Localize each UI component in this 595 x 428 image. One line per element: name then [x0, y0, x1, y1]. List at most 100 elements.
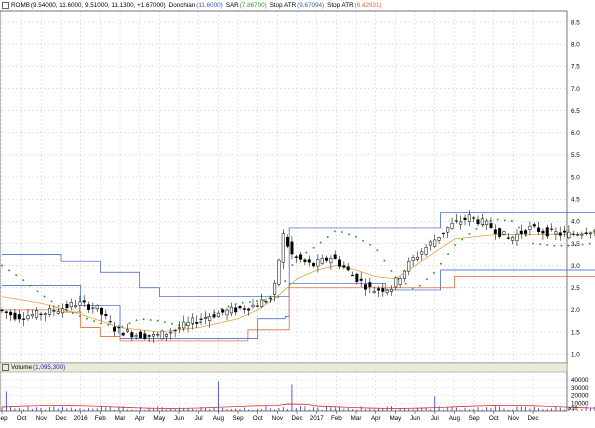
candle-body [411, 257, 415, 261]
candle-body [511, 236, 515, 241]
price-tick-label: 1.5 [571, 329, 580, 336]
candle-body [9, 311, 13, 316]
candle-body [182, 321, 186, 329]
sar-dot [220, 307, 223, 310]
candle-body [537, 227, 541, 233]
candle-body [294, 256, 298, 258]
sar-dot [503, 219, 506, 222]
candle-body [467, 214, 471, 222]
legend-stop-atr-1-value: (9.67094) [297, 2, 325, 9]
time-tick-label: May [153, 415, 166, 422]
sar-dot [234, 303, 237, 305]
sar-dot [100, 322, 103, 325]
candle-body [541, 230, 545, 234]
sar-dot [468, 232, 471, 235]
candle-body [164, 333, 168, 337]
sar-dot [560, 244, 563, 247]
candle-body [35, 310, 39, 318]
candle-body [169, 331, 173, 334]
sar-dot [284, 280, 287, 283]
sar-dot [227, 305, 230, 308]
price-tick-label: 5.5 [571, 152, 580, 159]
candle-body [437, 237, 441, 241]
candle-body [584, 232, 588, 234]
sar-dot [50, 300, 53, 303]
sar-dot [199, 321, 202, 324]
price-tick-label: 8.0 [571, 42, 580, 49]
candle-body [524, 230, 528, 234]
candle-body [368, 282, 372, 287]
time-tick-label: Nov [508, 415, 520, 422]
sar-dot [121, 325, 124, 328]
legend-sar-value: (7.86700) [239, 2, 267, 9]
price-axis: 1.0 1.5 2.0 2.5 3.0 3.5 4.0 4.5 5.0 5.5 6.0 6.5 7.0 7… [571, 19, 580, 358]
sar-dot [517, 226, 520, 229]
candle-body [121, 332, 125, 336]
candle-body [307, 259, 311, 263]
candle-body [454, 220, 458, 222]
sar-dot [418, 284, 421, 287]
legend-stop-atr-1-name: Stop ATR [269, 2, 297, 9]
price-tick-label: 3.0 [571, 263, 580, 270]
candle-body [48, 308, 52, 315]
candle-body [281, 233, 285, 263]
legend-symbol: ROMB [11, 2, 30, 9]
time-tick-label: Aug [213, 415, 225, 422]
volume-tick-label: 30000 [571, 385, 589, 392]
time-tick-label: Feb [95, 415, 106, 422]
candle-body [502, 231, 506, 235]
candle-body [199, 318, 203, 320]
candle-body [342, 265, 346, 268]
sar-dot [546, 244, 549, 246]
sar-dot [305, 251, 308, 254]
sar-dot [581, 243, 584, 246]
candle-body [104, 313, 108, 317]
sar-dot [383, 259, 386, 262]
time-tick-label: 2016 [74, 415, 89, 422]
legend-donchian-name: Donchian [168, 2, 196, 9]
sar-dot [270, 298, 273, 301]
sar-dot [128, 322, 131, 325]
sar-dot [567, 244, 570, 247]
sar-dot [411, 287, 414, 290]
donchian-upper-line [2, 212, 595, 297]
candle-body [472, 217, 476, 219]
time-axis: Sep Oct Nov Dec 2016 Feb Mar Apr May Jun Jul Aug Sep… [0, 411, 539, 422]
candle-body [113, 327, 117, 332]
candle-body [385, 289, 389, 293]
candle-body [420, 251, 424, 255]
candle-body [190, 317, 194, 324]
candle-body [364, 284, 368, 290]
candle-body [151, 334, 155, 337]
sar-dot [510, 220, 513, 223]
sar-dot [156, 319, 159, 322]
candle-body [247, 308, 251, 311]
candle-body [160, 330, 164, 340]
candle-body [489, 223, 493, 228]
sar-dot [390, 269, 393, 272]
candle-body [177, 327, 181, 329]
candle-body [338, 259, 342, 267]
candle-body [273, 282, 277, 295]
time-tick-label: Aug [449, 415, 461, 422]
volume-legend-icon [2, 363, 9, 371]
candle-body [30, 314, 34, 317]
time-tick-label: Feb [331, 415, 342, 422]
price-grid [0, 11, 567, 363]
candle-body [264, 301, 268, 303]
sar-dot [319, 241, 322, 244]
candle-body [402, 270, 406, 279]
candle-body [576, 234, 580, 236]
candle-body [212, 314, 216, 318]
candle-body [242, 308, 246, 310]
legend-sar-name: SAR [225, 2, 239, 9]
candle-body [61, 308, 65, 314]
sar-dot [142, 318, 145, 321]
sar-dot [333, 230, 336, 233]
sar-dot [255, 300, 258, 303]
candle-body [260, 299, 264, 307]
candle-body [43, 313, 47, 315]
price-tick-label: 8.5 [571, 19, 580, 26]
candle-body [476, 219, 480, 225]
